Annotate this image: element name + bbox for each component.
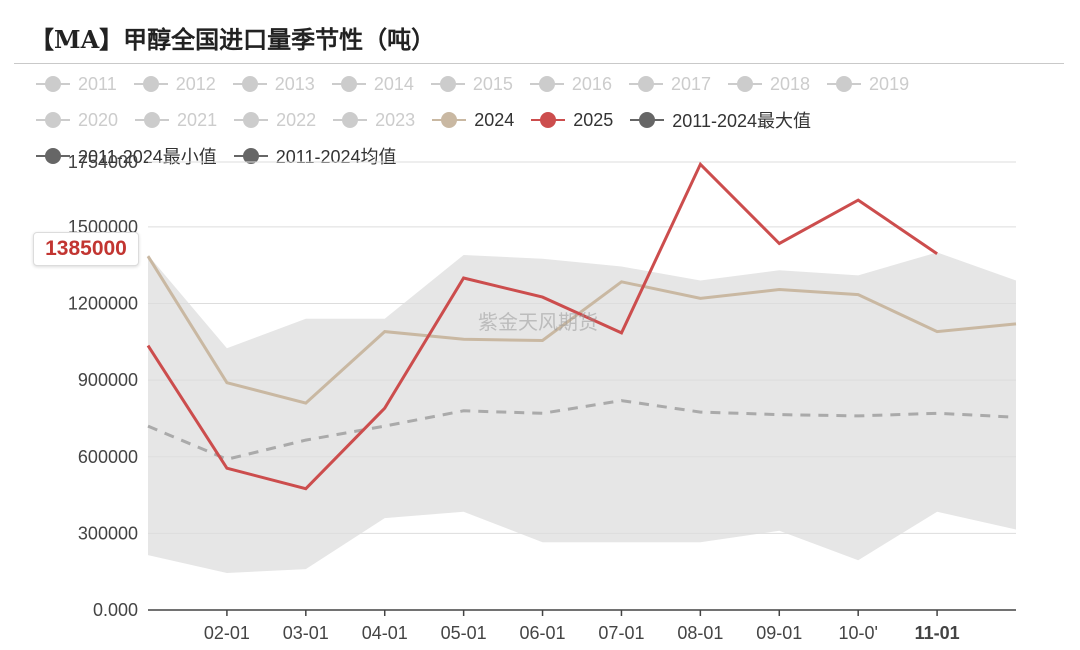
legend-label: 2018 [770,73,811,94]
legend-label: 2019 [869,73,910,94]
legend-label: 2011 [78,73,117,94]
y-tick-label: 0.000 [93,600,138,620]
legend-marker-icon [232,74,267,94]
x-tick-label: 06-01 [520,623,566,643]
legend-marker-icon [432,110,467,130]
legend-marker-icon [233,146,268,166]
legend-item-2015[interactable]: 2015 [430,73,513,95]
x-tick-label: 09-01 [756,623,802,643]
highlight-value-text: 1385000 [45,237,127,260]
highlight-value-badge: 1385000 [33,232,139,266]
series-2024-line [146,255,1017,405]
legend-item-2014[interactable]: 2014 [331,73,414,95]
chart-title: 【MA】甲醇全国进口量季节性（吨） [30,25,436,54]
legend-label: 2021 [177,109,218,130]
legend-item-2011-2024[interactable]: 2011-2024最大值 [630,107,811,133]
legend-item-2017[interactable]: 2017 [628,73,711,95]
legend-item-2025[interactable]: 2025 [531,110,613,131]
legend-label: 2017 [670,73,711,94]
title-divider [14,63,1064,64]
legend-item-2020[interactable]: 2020 [36,110,118,131]
legend-item-2016[interactable]: 2016 [529,73,612,95]
legend-label: 2022 [276,109,317,130]
y-tick-label: 1500000 [68,217,138,237]
legend-label: 2025 [573,109,614,130]
legend-label: 2013 [274,73,315,94]
legend-label: 2014 [373,73,414,94]
x-tick-label: 10-0' [838,623,877,643]
x-tick-label: 08-01 [677,623,723,643]
legend-label: 2011-2024最大值 [672,111,812,131]
max-min-band [148,252,1016,573]
y-tick-label: 600000 [78,447,138,467]
legend-label: 2012 [175,73,216,94]
legend-item-2011[interactable]: 2011 [36,74,117,95]
legend-marker-icon [36,74,70,94]
legend-item-2023[interactable]: 2023 [333,110,415,131]
legend-marker-icon [630,110,665,130]
legend-label: 2016 [571,73,612,94]
x-tick-label: 05-01 [441,623,487,643]
legend-marker-icon [529,74,564,94]
legend-marker-icon [333,110,368,130]
legend-item-2013[interactable]: 2013 [232,73,315,95]
x-tick-label: 07-01 [598,623,644,643]
legend-marker-icon [234,110,269,130]
legend-label: 2024 [474,109,515,130]
legend-item-2021[interactable]: 2021 [135,110,217,131]
legend-marker-icon [430,74,465,94]
legend-item-2018[interactable]: 2018 [728,74,810,95]
x-tick-label: 04-01 [362,623,408,643]
legend-item-2024[interactable]: 2024 [432,110,514,131]
mean-series-line [147,399,1017,461]
x-tick-label: 02-01 [204,623,250,643]
legend-marker-icon [827,74,862,94]
y-tick-label: 1754000 [68,152,138,172]
legend-label: 2020 [78,109,119,130]
series-2025-line [146,161,938,491]
legend-marker-icon [628,74,663,94]
legend-marker-icon [36,110,70,130]
legend-marker-icon [531,110,566,130]
legend-item-2012[interactable]: 2012 [133,73,216,95]
watermark: 紫金天风期货 [478,312,598,334]
legend-marker-icon [133,74,168,94]
legend-marker-icon [36,146,70,166]
y-tick-label: 300000 [78,523,138,543]
legend-marker-icon [728,74,762,94]
legend-item-2022[interactable]: 2022 [234,110,316,131]
chart-legend: 2011 2012 2013 2014 2015 2016 2017 2018 2019 2020… [36,66,1076,174]
y-tick-label: 900000 [78,370,138,390]
legend-item-2019[interactable]: 2019 [827,74,909,95]
y-tick-label: 1200000 [68,294,138,314]
legend-row: 2011 2012 2013 2014 2015 2016 2017 2018 2019 [36,66,1076,102]
legend-marker-icon [135,110,170,130]
legend-label: 2015 [472,73,513,94]
x-tick-label: 11-01 [915,623,960,643]
legend-marker-icon [331,74,366,94]
legend-label: 2023 [375,109,416,130]
x-tick-label: 03-01 [283,623,329,643]
legend-row: 2020 2021 2022 2023 2024 2025 2011-2024最大值 [36,102,1076,138]
